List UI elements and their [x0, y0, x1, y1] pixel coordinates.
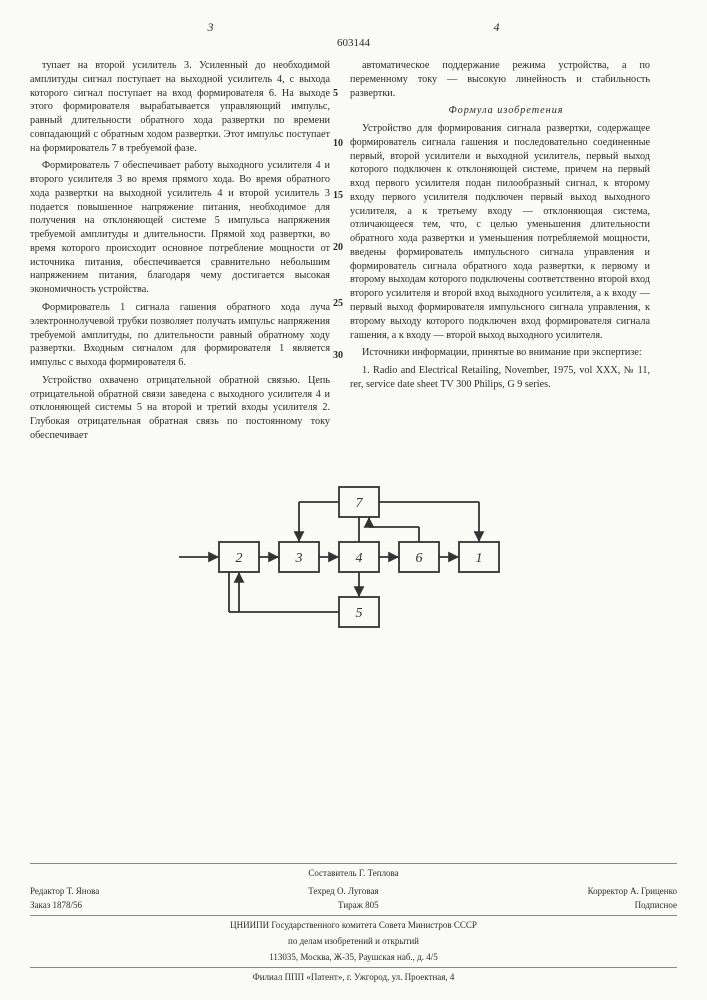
paragraph: Формирователь 7 обеспечивает работу выхо… [30, 159, 330, 297]
paragraph: Устройство для формирования сигнала разв… [350, 122, 650, 342]
line-number: 30 [333, 350, 343, 361]
composer: Составитель Г. Теплова [30, 868, 677, 880]
footer: Составитель Г. Теплова Редактор Т. Янова… [30, 859, 677, 984]
line-number: 5 [333, 88, 338, 99]
tirage: Тираж 805 [338, 900, 379, 912]
svg-text:5: 5 [355, 606, 362, 621]
subscribed: Подписное [635, 900, 677, 912]
left-column: тупает на второй усилитель 3. Усиленный … [30, 59, 330, 447]
line-number: 15 [333, 190, 343, 201]
svg-text:2: 2 [235, 551, 242, 566]
line-number: 10 [333, 138, 343, 149]
paragraph: Формирователь 1 сигнала гашения обратног… [30, 301, 330, 370]
paragraph: Источники информации, принятые во вниман… [350, 346, 650, 360]
org-line1: ЦНИИПИ Государственного комитета Совета … [30, 920, 677, 932]
svg-text:6: 6 [415, 551, 422, 566]
address: 113035, Москва, Ж-35, Раушская наб., д. … [30, 952, 677, 964]
paragraph: автоматическое поддержание режима устрой… [350, 59, 650, 100]
page-header: 3 4 [30, 20, 677, 35]
paragraph: Устройство охвачено отрицательной обратн… [30, 374, 330, 443]
svg-text:1: 1 [475, 551, 482, 566]
formula-title: Формула изобретения [350, 104, 650, 118]
paragraph: тупает на второй усилитель 3. Усиленный … [30, 59, 330, 155]
line-number: 25 [333, 298, 343, 309]
order: Заказ 1878/56 [30, 900, 82, 912]
filial: Филиал ППП «Патент», г. Ужгород, ул. Про… [30, 972, 677, 984]
doc-number: 603144 [30, 37, 677, 49]
corrector: Корректор А. Гриценко [588, 886, 677, 898]
page-num-right: 4 [494, 20, 500, 35]
editor: Редактор Т. Янова [30, 886, 99, 898]
text-columns: тупает на второй усилитель 3. Усиленный … [30, 59, 677, 447]
svg-text:4: 4 [355, 551, 362, 566]
svg-text:3: 3 [294, 551, 302, 566]
paragraph: 1. Radio and Electrical Retailing, Novem… [350, 364, 650, 392]
line-number: 20 [333, 242, 343, 253]
page-num-left: 3 [208, 20, 214, 35]
right-column: автоматическое поддержание режима устрой… [350, 59, 650, 447]
svg-text:7: 7 [355, 496, 363, 511]
page: 3 4 603144 51015202530 тупает на второй … [0, 0, 707, 1000]
org-line2: по делам изобретений и открытий [30, 936, 677, 948]
techred: Техред О. Луговая [308, 886, 378, 898]
block-diagram: 2 3 4 6 1 5 7 [159, 472, 549, 632]
